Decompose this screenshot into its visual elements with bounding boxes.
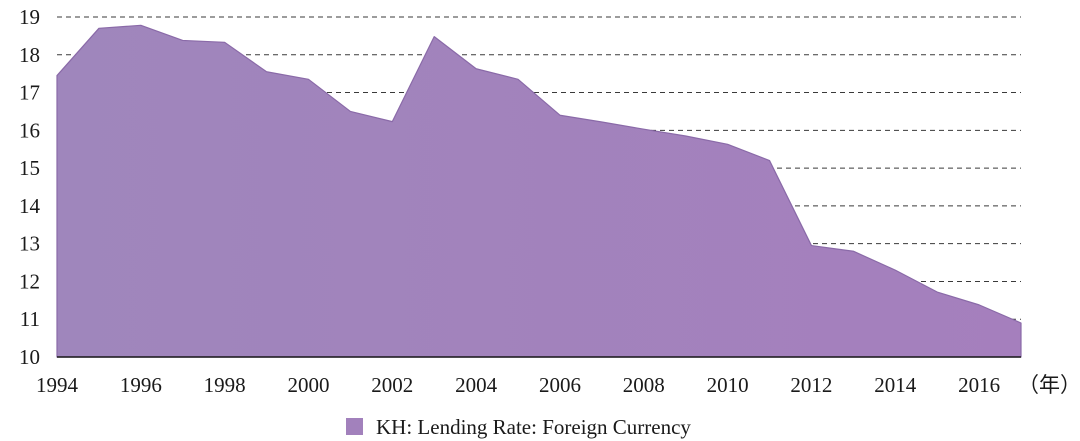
x-tick-label: 2002 — [371, 373, 413, 397]
x-tick-label: 1994 — [36, 373, 79, 397]
legend: KH: Lending Rate: Foreign Currency — [346, 415, 691, 439]
y-tick-label: 19 — [19, 5, 40, 29]
y-tick-label: 11 — [20, 307, 40, 331]
legend-swatch — [346, 418, 363, 435]
x-tick-label: 1998 — [204, 373, 246, 397]
x-tick-label: 2012 — [790, 373, 832, 397]
x-axis-unit: （年） — [1018, 373, 1080, 397]
x-tick-label: 2010 — [707, 373, 749, 397]
y-tick-label: 14 — [19, 194, 41, 218]
y-tick-label: 17 — [19, 81, 40, 105]
y-tick-label: 15 — [19, 156, 40, 180]
x-tick-label: 2016 — [958, 373, 1000, 397]
y-tick-label: 16 — [19, 118, 40, 142]
y-tick-label: 18 — [19, 43, 40, 67]
legend-label: KH: Lending Rate: Foreign Currency — [376, 415, 691, 439]
x-tick-label: 1996 — [120, 373, 162, 397]
y-tick-label: 13 — [19, 232, 40, 256]
x-tick-label: 2006 — [539, 373, 581, 397]
y-tick-label: 10 — [19, 345, 40, 369]
x-axis-ticks: 1994 1996 1998 2000 2002 2004 2006 2008 2010 2012… — [36, 373, 1000, 397]
x-tick-label: 2000 — [287, 373, 329, 397]
y-axis-ticks: 10 11 12 13 14 15 16 17 18 19 — [19, 5, 41, 369]
x-tick-label: 2008 — [623, 373, 665, 397]
series-area — [56, 24, 1022, 358]
x-tick-label: 2004 — [455, 373, 498, 397]
x-tick-label: 2014 — [874, 373, 917, 397]
y-tick-label: 12 — [19, 269, 40, 293]
